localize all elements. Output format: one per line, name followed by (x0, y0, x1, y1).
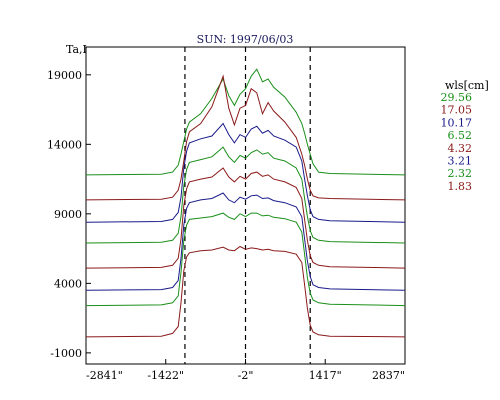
series-line (85, 245, 406, 338)
series-line (85, 167, 406, 269)
series-line (85, 74, 406, 201)
legend-entry: 17.05 (441, 104, 473, 117)
series-line (85, 68, 406, 176)
series-line (85, 192, 406, 291)
series-line (85, 146, 406, 244)
series-line (85, 212, 406, 307)
series-line (85, 122, 406, 223)
y-tick-label: 4000 (54, 277, 82, 290)
y-tick-label: 9000 (54, 208, 82, 221)
legend-entry: 6.52 (448, 129, 473, 142)
reference-lines (184, 47, 311, 364)
x-tick-label: 1417" (309, 369, 342, 382)
legend-entry: 2.32 (448, 167, 473, 180)
legend-entry: 4.32 (448, 142, 473, 155)
y-tick-label: 14000 (47, 138, 82, 151)
x-tick-label: 2837" (372, 369, 405, 382)
x-tick-label: -2" (238, 369, 254, 382)
legend-entry: 29.56 (441, 91, 473, 104)
legend-entry: 1.83 (448, 180, 473, 193)
legend-entry: 3.21 (448, 155, 473, 168)
legend-title: wls[cm] (445, 79, 489, 92)
y-tick-label: -1000 (50, 347, 82, 360)
x-tick-label: -2841" (86, 369, 123, 382)
x-tick-label: -1422" (147, 369, 184, 382)
y-tick-label: 19000 (47, 69, 82, 82)
y-axis-label: Ta,I (66, 43, 87, 56)
y-axis-ticks: -1000 4000 9000 14000 19000 (47, 69, 91, 360)
series-lines (85, 68, 406, 338)
legend-entry: 10.17 (441, 116, 473, 129)
chart-title: SUN: 1997/06/03 (197, 33, 294, 46)
x-axis-ticks: -2841" -1422" -2" 1417" 2837" (85, 359, 406, 382)
